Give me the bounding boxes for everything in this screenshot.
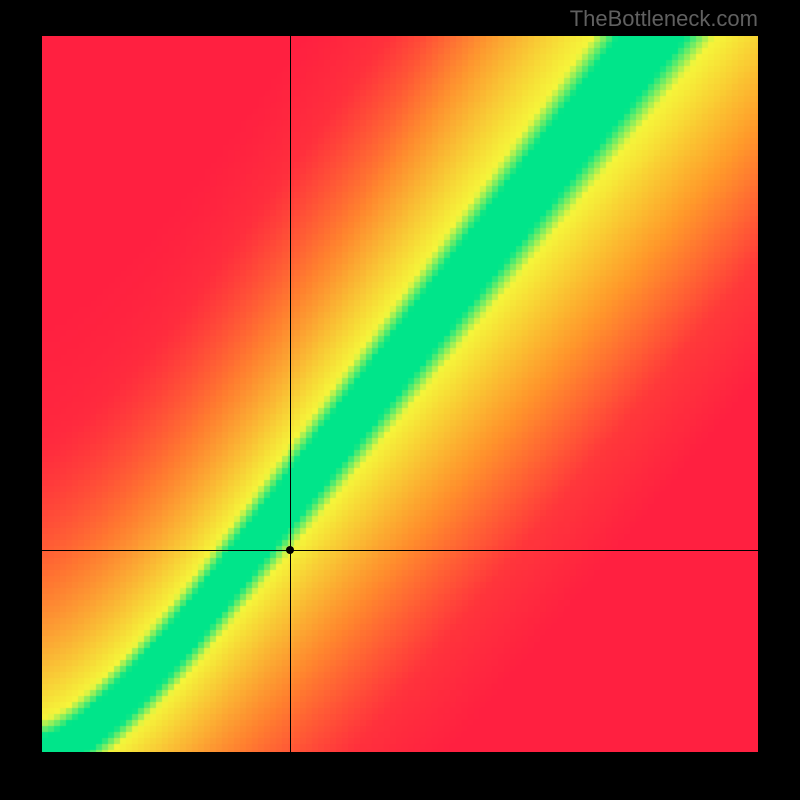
heatmap-plot (42, 36, 758, 752)
watermark-text: TheBottleneck.com (570, 6, 758, 32)
crosshair-vertical (290, 36, 291, 752)
crosshair-marker-dot (286, 546, 294, 554)
heatmap-canvas (42, 36, 758, 752)
crosshair-horizontal (42, 550, 758, 551)
